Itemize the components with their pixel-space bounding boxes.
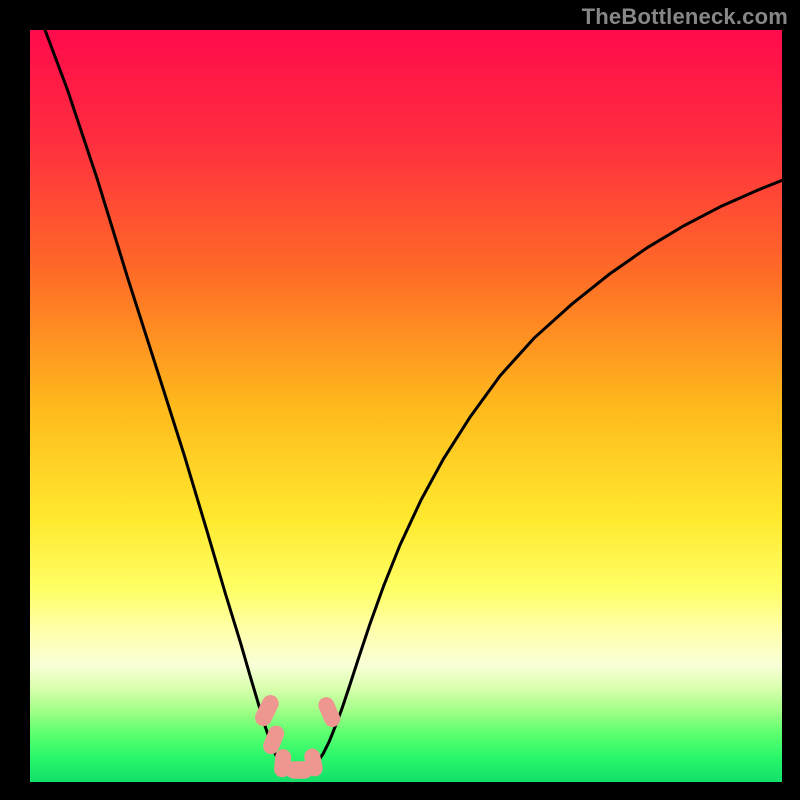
plot-area <box>30 30 782 782</box>
watermark-text: TheBottleneck.com <box>582 4 788 30</box>
chart-svg <box>30 30 782 782</box>
chart-canvas: TheBottleneck.com <box>0 0 800 800</box>
gradient-background <box>30 30 782 782</box>
